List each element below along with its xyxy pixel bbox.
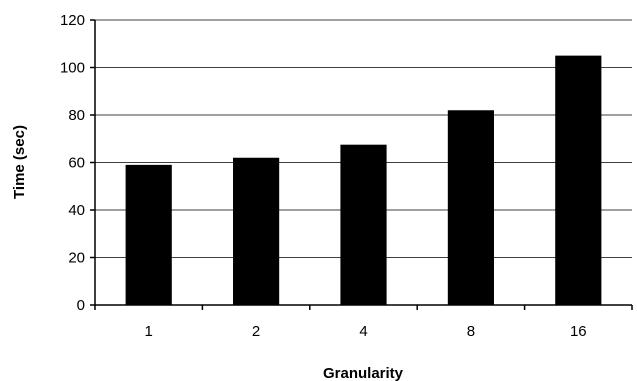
bars <box>125 55 602 305</box>
bar-4 <box>340 144 387 305</box>
y-axis-title: Time (sec) <box>11 125 28 199</box>
y-tick-label: 120 <box>60 12 85 29</box>
x-tick-label: 1 <box>145 323 153 340</box>
x-tick-label: 8 <box>467 323 475 340</box>
x-axis-ticks: 1 2 4 8 16 <box>94 305 633 340</box>
bar-8 <box>447 110 494 305</box>
y-axis-ticks: 0 20 40 60 80 100 120 <box>60 12 95 314</box>
x-tick-label: 16 <box>570 323 587 340</box>
y-tick-label: 100 <box>60 60 85 77</box>
y-tick-label: 60 <box>68 155 85 172</box>
bar-2 <box>233 157 280 305</box>
x-tick-label: 4 <box>359 323 367 340</box>
y-tick-label: 80 <box>68 107 85 124</box>
x-tick-label: 2 <box>252 323 260 340</box>
bar-16 <box>555 55 602 305</box>
y-tick-label: 40 <box>68 202 85 219</box>
y-tick-label: 20 <box>68 250 85 267</box>
bar-1 <box>125 164 172 305</box>
y-tick-label: 0 <box>77 297 85 314</box>
x-axis-title: Granularity <box>323 365 404 381</box>
